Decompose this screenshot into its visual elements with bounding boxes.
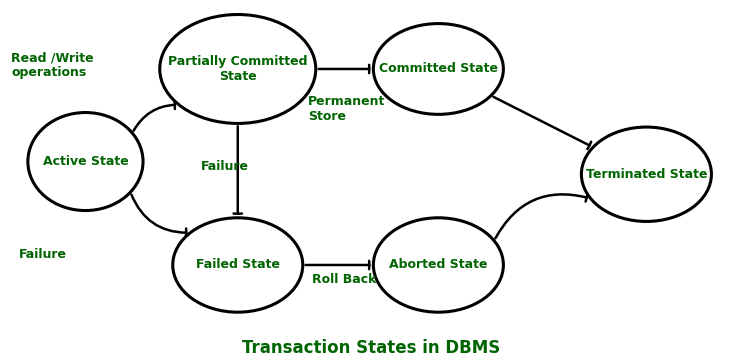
Ellipse shape xyxy=(28,113,143,211)
Text: Roll Back: Roll Back xyxy=(312,273,377,286)
Ellipse shape xyxy=(374,218,504,312)
Text: Terminated State: Terminated State xyxy=(585,168,707,181)
Text: Failure: Failure xyxy=(19,248,67,261)
Text: Failed State: Failed State xyxy=(195,258,280,272)
Text: Aborted State: Aborted State xyxy=(389,258,487,272)
Text: Permanent
Store: Permanent Store xyxy=(308,95,386,123)
Ellipse shape xyxy=(172,218,303,312)
Text: Read /Write
operations: Read /Write operations xyxy=(11,51,94,79)
Ellipse shape xyxy=(160,15,316,123)
Ellipse shape xyxy=(374,24,504,114)
Text: Partially Committed
State: Partially Committed State xyxy=(168,55,308,83)
Text: Active State: Active State xyxy=(42,155,129,168)
Text: Failure: Failure xyxy=(201,160,249,174)
Ellipse shape xyxy=(581,127,712,221)
Text: Committed State: Committed State xyxy=(379,62,498,76)
Text: Transaction States in DBMS: Transaction States in DBMS xyxy=(242,339,501,358)
